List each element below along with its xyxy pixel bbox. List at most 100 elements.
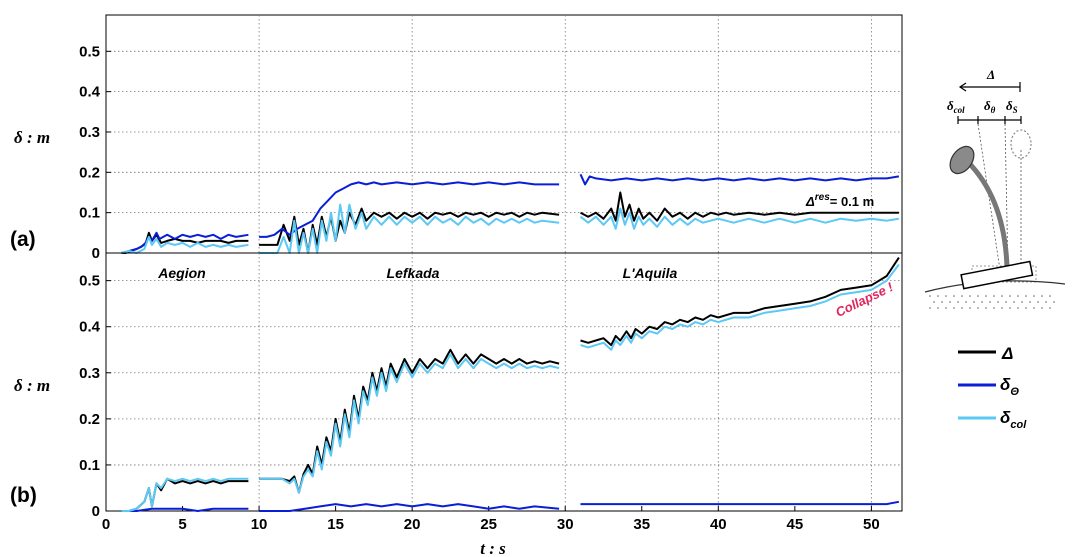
soil-dot (1029, 301, 1031, 303)
soil-dot (1037, 301, 1039, 303)
soil-dot (1049, 295, 1051, 297)
panel-a-label: (a) (10, 228, 36, 251)
soil-dot (993, 295, 995, 297)
y-tick-a-1: 0.1 (79, 205, 100, 222)
soil-dot (965, 301, 967, 303)
delta-col-label: δcol (947, 98, 965, 115)
soil-dot (961, 295, 963, 297)
soil-dot (977, 295, 979, 297)
soil-dot (969, 295, 971, 297)
series-a-2-segment-2 (579, 207, 900, 230)
soil-dot (1013, 301, 1015, 303)
soil-dot (945, 307, 947, 309)
soil-dot (981, 301, 983, 303)
residual-annotation-sup: res (815, 192, 830, 203)
y-tick-a-5: 0.5 (79, 43, 100, 60)
x-tick-0: 0 (102, 516, 110, 533)
x-tick-8: 40 (710, 516, 727, 533)
soil-dot (937, 307, 939, 309)
soil-dot (937, 295, 939, 297)
panel-b-y-axis-label: δ : m (14, 376, 50, 395)
soil-dot (977, 307, 979, 309)
soil-dot (1041, 295, 1043, 297)
y-tick-a-3: 0.3 (79, 124, 100, 141)
delta-arrow-head (958, 82, 967, 92)
soil-dot (1001, 307, 1003, 309)
rotated-footing (960, 260, 1034, 290)
x-tick-4: 20 (404, 516, 421, 533)
soil-dot (929, 307, 931, 309)
series-a-2-segment-0 (121, 235, 249, 254)
soil-dot (985, 307, 987, 309)
panel-a-lines (121, 173, 900, 254)
mass-icon (949, 145, 975, 175)
y-tick-b-0: 0 (92, 503, 100, 520)
legend-label-delta: Δ (1001, 344, 1013, 363)
panel-b: 0 0.1 0.2 0.3 0.4 0.5 0 5 10 15 20 25 30 35 40 45 50 Ae… (10, 252, 903, 557)
panel-b-grid (106, 253, 902, 511)
panel-b-frame (105, 252, 903, 512)
series-a-2-segment-1 (259, 203, 560, 254)
x-tick-3: 15 (327, 516, 344, 533)
soil-dot (1009, 295, 1011, 297)
soil-dot (1053, 301, 1055, 303)
soil-dot (993, 307, 995, 309)
soil-dot (1049, 307, 1051, 309)
soil-dot (929, 295, 931, 297)
soil-dot (985, 295, 987, 297)
soil-dot (1005, 301, 1007, 303)
soil-dot (1045, 301, 1047, 303)
soil-dot (1025, 295, 1027, 297)
soil-dot (1017, 295, 1019, 297)
soil-dots (929, 295, 1055, 309)
residual-annotation-label: Δ (805, 194, 815, 209)
original-mass-outline (1010, 129, 1032, 159)
y-tick-b-1: 0.1 (79, 457, 100, 474)
soil-dot (945, 295, 947, 297)
series-b-1-segment-1 (259, 503, 560, 512)
legend-label-delta-col: δcol (1000, 408, 1027, 431)
series-a-1-segment-0 (121, 231, 249, 254)
panel-a-y-axis-label: δ : m (14, 128, 50, 147)
series-b-0-segment-1 (259, 348, 560, 494)
series-b-2-segment-0 (121, 477, 249, 512)
panel-a-frame (105, 14, 903, 254)
soil-dot (1033, 295, 1035, 297)
x-tick-7: 35 (633, 516, 650, 533)
soil-dot (973, 301, 975, 303)
soil-dot (949, 301, 951, 303)
y-tick-a-2: 0.2 (79, 164, 100, 181)
x-tick-5: 25 (480, 516, 497, 533)
delta-theta-label: δθ (984, 98, 996, 115)
delta-label: Δ (986, 67, 995, 82)
panel-b-x-ticks: 0 5 10 15 20 25 30 35 40 45 50 (102, 506, 880, 533)
delta-s-label: δS (1006, 98, 1018, 115)
soil-dot (1041, 307, 1043, 309)
soil-dot (997, 301, 999, 303)
soil-dot (969, 307, 971, 309)
panel-b-lines (121, 257, 900, 512)
residual-annotation-value: = 0.1 m (830, 194, 874, 209)
title-laquila: L'Aquila (623, 265, 678, 281)
soil-dot (1033, 307, 1035, 309)
panel-b-y-ticks: 0 0.1 0.2 0.3 0.4 0.5 (79, 273, 111, 520)
series-b-2-segment-2 (580, 263, 900, 351)
legend-label-delta-theta: δΘ (1000, 375, 1019, 398)
soil-dot (933, 301, 935, 303)
y-tick-a-0: 0 (92, 245, 100, 262)
soil-dot (957, 301, 959, 303)
soil-dot (989, 301, 991, 303)
series-b-1-segment-2 (580, 500, 900, 506)
y-tick-b-2: 0.2 (79, 411, 100, 428)
guide-line-1 (977, 123, 1001, 271)
x-tick-1: 5 (178, 516, 186, 533)
panel-a-grid (106, 15, 902, 253)
soil-dot (961, 307, 963, 309)
y-tick-b-4: 0.4 (79, 319, 101, 336)
series-a-0-segment-1 (259, 207, 560, 254)
residual-annotation: Δres= 0.1 m (805, 192, 874, 209)
panel-a-y-ticks: 0 0.1 0.2 0.3 0.4 0.5 (79, 43, 111, 262)
x-tick-2: 10 (251, 516, 268, 533)
y-tick-b-5: 0.5 (79, 273, 100, 290)
